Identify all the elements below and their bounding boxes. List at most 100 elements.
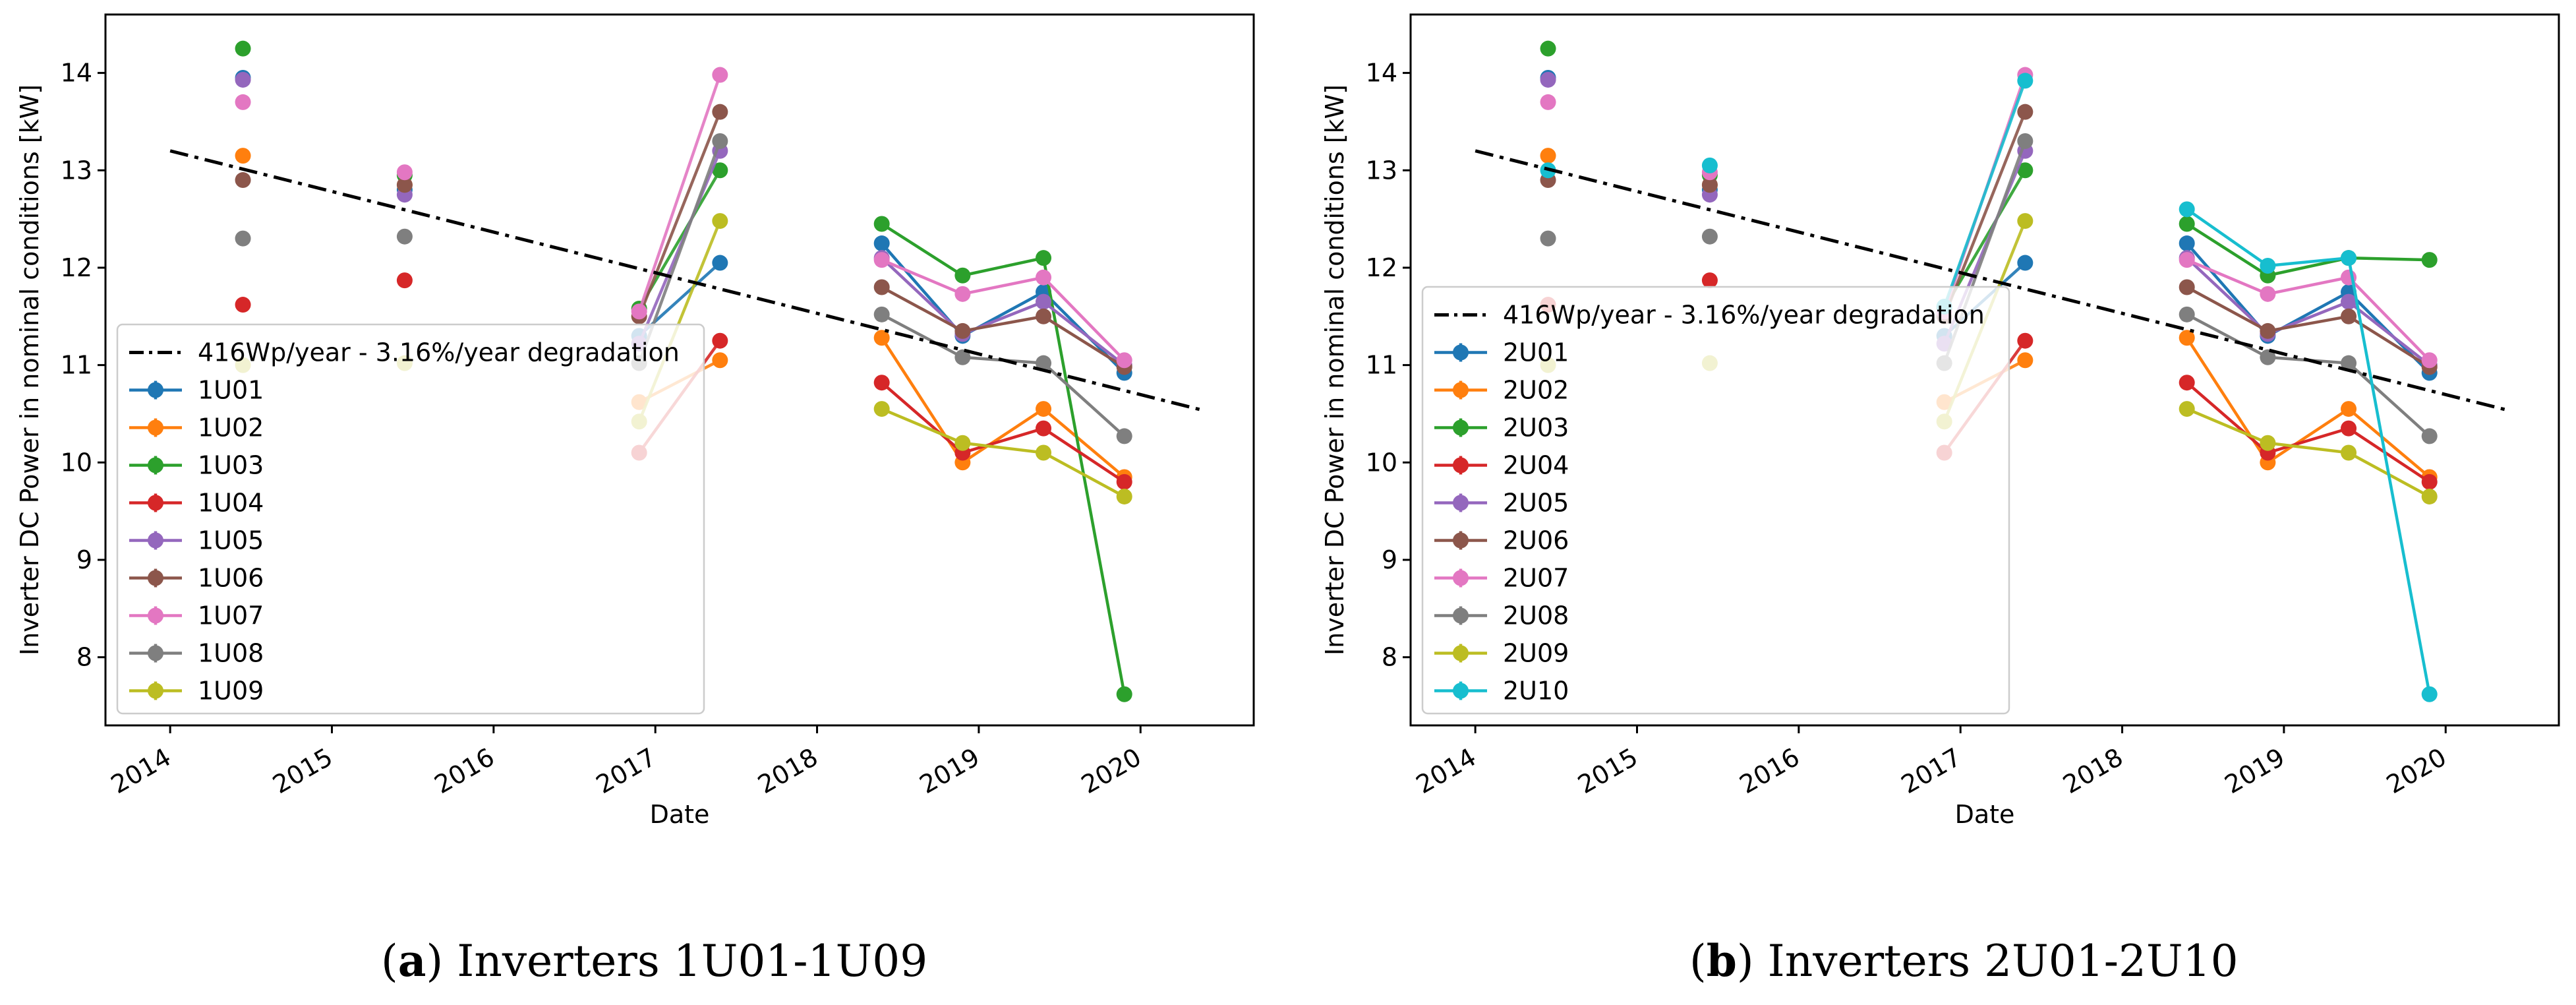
series-line-segment: [1042, 427, 1125, 483]
data-point-2U10: [2341, 250, 2357, 266]
data-point-2U04: [2017, 332, 2034, 349]
legend-swatch-marker: [148, 419, 163, 436]
series-line-segment: [2186, 259, 2269, 295]
data-point-2U04: [2179, 375, 2195, 391]
legend-swatch-marker: [148, 570, 163, 586]
data-point-2U08: [1540, 230, 1556, 247]
chart-panel-b: 8 9 10 11 12 13 14 2014 2015 2016 2017 2018 2019 2020…: [1320, 13, 2560, 829]
data-point-1U06: [954, 322, 971, 339]
series-line-segment: [962, 427, 1044, 454]
x-tick-label: 2015: [1573, 743, 1643, 799]
x-tick-label: 2016: [1735, 743, 1805, 799]
x-tick-label: 2014: [1411, 743, 1481, 799]
data-point-1U05: [1036, 293, 1052, 310]
data-point-2U09: [2341, 444, 2357, 461]
legend-label: 1U08: [198, 639, 264, 668]
legend-swatch-marker: [1453, 382, 1469, 398]
series-line-segment: [1042, 408, 1126, 479]
x-tick-label: 2020: [1076, 743, 1146, 799]
series-line-segment: [2347, 257, 2431, 695]
series-line-segment: [881, 222, 964, 277]
data-point-1U09: [1116, 488, 1132, 504]
legend-label: 416Wp/year - 3.16%/year degradation: [1503, 301, 1985, 330]
data-point-1U06: [1036, 308, 1052, 324]
data-point-2U04: [1701, 272, 1718, 289]
series-line-segment: [2347, 300, 2431, 367]
legend-swatch-marker: [148, 457, 163, 473]
y-tick-label: 8: [1382, 643, 1397, 672]
series-line-segment: [962, 408, 1045, 464]
data-point-1U07: [954, 286, 971, 302]
data-point-1U02: [1036, 401, 1052, 417]
data-point-2U02: [2179, 330, 2195, 346]
series-line-segment: [881, 313, 964, 359]
data-point-2U09: [2179, 401, 2195, 417]
data-point-1U09: [712, 213, 728, 229]
series-line-segment: [2267, 276, 2349, 296]
caption-b: (b) Inverters 2U01-2U10: [1689, 935, 2239, 987]
legend-label: 1U04: [198, 489, 264, 518]
y-tick-label: 13: [1366, 156, 1397, 185]
data-point-1U08: [1116, 428, 1132, 444]
series-line-segment: [2348, 256, 2430, 262]
data-point-2U07: [1540, 94, 1556, 110]
y-tick-label: 8: [76, 643, 92, 672]
data-point-2U09: [2421, 488, 2438, 504]
series-line-segment: [637, 111, 722, 317]
series-line-segment: [2186, 222, 2269, 277]
legend-swatch-marker: [148, 645, 163, 661]
data-point-1U08: [1036, 355, 1052, 371]
data-point-2U04: [2421, 473, 2438, 490]
y-tick-label: 11: [1366, 351, 1397, 380]
x-tick-label: 2019: [2220, 743, 2290, 799]
data-point-2U10: [2421, 686, 2438, 702]
y-tick-label: 9: [1382, 545, 1397, 574]
data-point-1U06: [873, 279, 890, 295]
x-axis-label: Date: [650, 800, 710, 829]
data-point-1U02: [235, 148, 251, 164]
legend-label: 1U06: [198, 564, 264, 593]
y-tick-label: 9: [76, 545, 92, 574]
chart-panel-a: 8 9 10 11 12 13 14 2014 2015 2016 2017 2018 2019 2020…: [15, 13, 1255, 829]
x-tick-label: 2020: [2382, 743, 2451, 799]
x-tick-label: 2015: [268, 743, 337, 799]
data-point-1U06: [712, 104, 728, 120]
data-point-1U07: [631, 303, 647, 320]
data-point-1U07: [873, 252, 890, 268]
data-point-1U09: [1036, 444, 1052, 461]
data-point-1U07: [1116, 352, 1132, 369]
data-point-1U03: [712, 162, 728, 179]
data-point-1U04: [235, 297, 251, 313]
series-line-segment: [1943, 111, 2027, 317]
legend-swatch-marker: [148, 495, 163, 511]
y-tick-label: 14: [61, 59, 92, 88]
y-tick-label: 10: [1366, 448, 1397, 477]
legend-label: 1U09: [198, 677, 264, 706]
legend-label: 1U05: [198, 526, 264, 555]
caption-a: (a) Inverters 1U01-1U09: [381, 935, 928, 987]
data-point-1U01: [873, 235, 890, 252]
x-axis-label: Date: [1955, 800, 2015, 829]
data-point-1U04: [1036, 420, 1052, 437]
series-line-segment: [881, 286, 964, 332]
series-line-segment: [2267, 256, 2349, 277]
series-line-segment: [2267, 427, 2349, 454]
legend-swatch-marker: [1453, 645, 1469, 661]
series-line-segment: [962, 315, 1044, 333]
data-point-2U10: [2017, 73, 2034, 89]
x-tick-label: 2019: [915, 743, 985, 799]
data-point-1U02: [873, 330, 890, 346]
data-point-1U04: [712, 332, 728, 349]
data-point-2U02: [2341, 401, 2357, 417]
data-point-2U06: [2341, 308, 2357, 324]
x-tick-label: 2018: [753, 743, 823, 799]
legend-swatch-marker: [1453, 457, 1469, 473]
data-point-2U08: [2421, 428, 2438, 444]
data-point-1U09: [954, 435, 971, 451]
x-tick-label: 2018: [2058, 743, 2128, 799]
data-point-2U03: [2017, 162, 2034, 179]
data-point-1U08: [712, 133, 728, 149]
y-tick-label: 13: [61, 156, 92, 185]
series-line-segment: [1042, 315, 1125, 369]
data-point-1U06: [396, 177, 413, 193]
